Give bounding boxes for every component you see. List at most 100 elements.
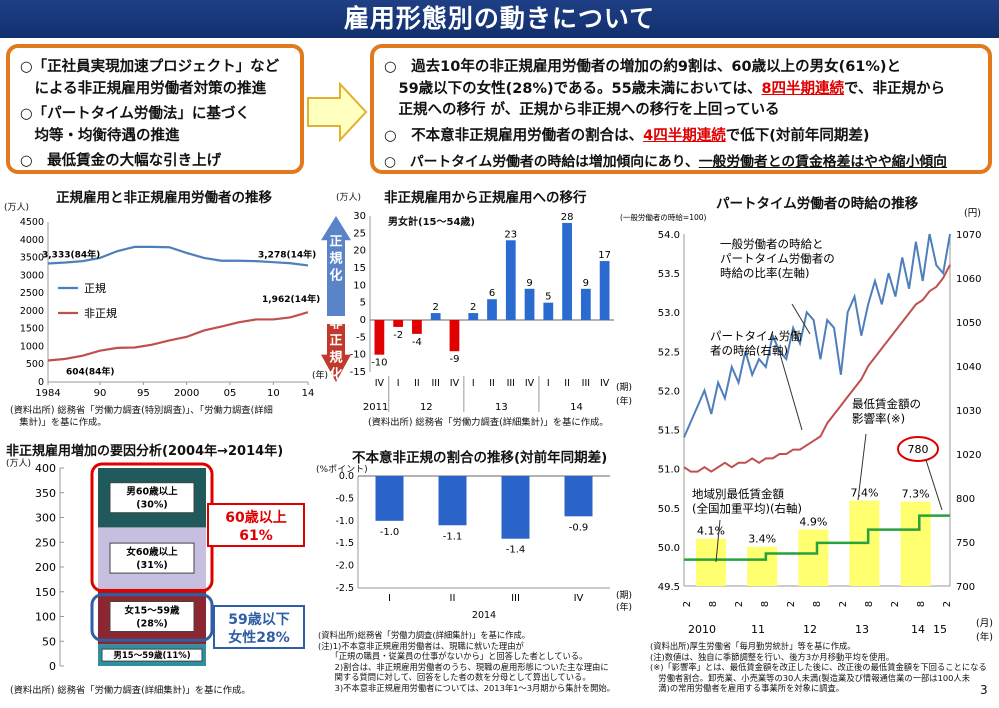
y-tick-label: 150 bbox=[35, 586, 56, 599]
x-tick-label: 95 bbox=[137, 388, 150, 399]
summary-line-3: 正規への移行 が、正規から非正規への移行を上回っている bbox=[384, 102, 780, 118]
legend-label-nonregular: 非正規 bbox=[84, 306, 117, 320]
chart5-title: 不本意非正規の割合の推移(対前年同期差) bbox=[352, 450, 608, 466]
month-tick-label: 8 bbox=[864, 601, 875, 607]
bar bbox=[449, 320, 460, 352]
year-unit: (年) bbox=[976, 631, 993, 643]
segment-label-box bbox=[101, 648, 203, 662]
year-label: 14 bbox=[570, 402, 583, 413]
x-tick-label: 90 bbox=[94, 388, 107, 399]
policy-line-1: ○「正社員実現加速プロジェクト」など bbox=[20, 59, 280, 75]
y-tick-label: -1.5 bbox=[335, 538, 354, 549]
y-tick-label: -15 bbox=[350, 367, 366, 378]
arrow-label-down: 化 bbox=[329, 366, 342, 382]
segment-label: (31%) bbox=[136, 560, 167, 571]
bar bbox=[374, 320, 385, 355]
bar bbox=[524, 288, 535, 320]
segment-label: 男15～59歳(11%) bbox=[113, 650, 190, 661]
chart5-notes: (資料出所)総務省「労働力調査(詳細集計)」を基に作成。 (注)1)不本意非正規… bbox=[318, 630, 615, 693]
annotation-wage: 者の時給(右軸) bbox=[710, 344, 788, 358]
eight-quarters-highlight: 8四半期連続 bbox=[761, 81, 845, 97]
data-label: 1,962(14年) bbox=[262, 293, 320, 305]
left-tick-label: 53.5 bbox=[658, 269, 680, 280]
annotation-minwage: (全国加重平均)(右軸) bbox=[692, 502, 802, 516]
y-tick-label: 350 bbox=[35, 487, 56, 500]
y-tick-label: -10 bbox=[350, 350, 366, 361]
y-tick-label: 2000 bbox=[20, 306, 44, 317]
segment-label: 女15～59歳 bbox=[125, 605, 180, 617]
y-tick-label: -0.5 bbox=[335, 493, 354, 504]
summary-line-2: 59歳以下の女性(28%)である。55歳未満においては、8四半期連続で、非正規か… bbox=[384, 81, 945, 97]
value-label: 9 bbox=[526, 278, 532, 289]
chart1-unit: (万人) bbox=[4, 203, 30, 213]
y-tick-label: 300 bbox=[35, 512, 56, 525]
year-label: 12 bbox=[420, 402, 433, 413]
transition-bar-chart: -15-10-5051015202530-10IV-2I-4II2III-9IV… bbox=[321, 211, 632, 413]
y-tick-label: -1.0 bbox=[335, 516, 354, 527]
chart1-title: 正規雇用と非正規雇用労働者の推移 bbox=[56, 190, 272, 206]
month-tick-label: 8 bbox=[812, 601, 823, 607]
right-tick-label: 1060 bbox=[956, 274, 981, 285]
y-tick-label: -2.0 bbox=[335, 561, 354, 572]
right-axis-unit: (円) bbox=[964, 208, 981, 219]
y-tick-label: 250 bbox=[35, 536, 56, 549]
month-tick-label: 8 bbox=[708, 601, 719, 607]
annotation-pointer bbox=[715, 519, 721, 563]
bar bbox=[487, 299, 497, 320]
factor-stacked-chart: 0 50 100 150 200 250 300 350 400 男15～59歳(11%) 女15～… bbox=[35, 462, 305, 673]
data-label: 3,333(84年) bbox=[42, 248, 100, 260]
impact-rate-label: 7.3% bbox=[902, 488, 930, 501]
policy-line-3: ○「パートタイム労働法」に基づく bbox=[20, 106, 250, 122]
bar bbox=[501, 476, 530, 539]
sixty-plus-callout-text: 60歳以上 bbox=[225, 509, 286, 526]
quarter-label: II bbox=[450, 593, 456, 604]
left-tick-label: 52.5 bbox=[658, 347, 680, 358]
year-label: 13 bbox=[855, 623, 869, 636]
y-tick-label: 2500 bbox=[20, 288, 44, 299]
month-tick-label: 2 bbox=[890, 601, 901, 607]
period-unit: (期) bbox=[616, 382, 632, 393]
bar bbox=[505, 240, 516, 320]
left-tick-label: 53.0 bbox=[658, 308, 680, 319]
page-number: 3 bbox=[980, 683, 988, 697]
impact-rate-label: 4.9% bbox=[799, 515, 827, 528]
chart3-title: パートタイム労働者の時給の推移 bbox=[716, 196, 919, 212]
arrow-label-down: 正 bbox=[329, 333, 342, 348]
y-tick-label: 50 bbox=[42, 635, 56, 648]
y-tick-label: 10 bbox=[353, 280, 366, 291]
y-tick-label: 25 bbox=[353, 228, 366, 239]
value-label: -1.1 bbox=[443, 531, 463, 542]
y-tick-label: 0 bbox=[360, 315, 366, 326]
y-tick-label: 30 bbox=[353, 211, 366, 222]
value-label: -9 bbox=[449, 354, 459, 365]
quarter-label: III bbox=[431, 378, 439, 389]
value-label: 28 bbox=[561, 212, 574, 223]
quarter-label: III bbox=[507, 378, 515, 389]
value-label: -4 bbox=[412, 337, 422, 348]
month-tick-label: 2 bbox=[786, 601, 797, 607]
impact-rate-bar bbox=[900, 501, 931, 586]
year-label: 14 bbox=[911, 623, 925, 636]
month-tick-label: 8 bbox=[760, 601, 771, 607]
right-tick-label: 700 bbox=[956, 582, 975, 593]
left-tick-label: 50.5 bbox=[658, 504, 680, 515]
policy-line-2: による非正規雇用労働者対策の推進 bbox=[20, 81, 267, 97]
quarter-label: I bbox=[388, 593, 391, 604]
chart2-source: (資料出所) 総務省「労働力調査(詳細集計)」を基に作成。 bbox=[368, 417, 609, 428]
sixty-plus-callout bbox=[207, 503, 305, 547]
y-tick-label: 100 bbox=[35, 611, 56, 624]
year-label: 12 bbox=[803, 623, 817, 636]
right-arrow-icon bbox=[307, 82, 368, 142]
y-tick-label: 3000 bbox=[20, 270, 44, 281]
chart1-source: (資料出所) 総務省「労働力調査(特別調査)」、「労働力調査(詳細 bbox=[10, 405, 273, 416]
regular-nonregular-line-chart: 0 500 1000 1500 2000 2500 3000 3500 4000 4500 1984… bbox=[20, 217, 328, 399]
chart4-title: 非正規雇用増加の要因分析(2004年→2014年) bbox=[6, 444, 284, 459]
bar bbox=[562, 222, 572, 320]
value-label: 9 bbox=[583, 278, 589, 289]
bar bbox=[393, 320, 404, 327]
quarter-label: IV bbox=[574, 593, 584, 604]
data-label: 3,278(14年) bbox=[258, 248, 316, 260]
x-tick-label: 14 bbox=[302, 388, 315, 399]
annotation-ratio: 時給の比率(左軸) bbox=[720, 266, 809, 280]
bar bbox=[580, 288, 591, 320]
